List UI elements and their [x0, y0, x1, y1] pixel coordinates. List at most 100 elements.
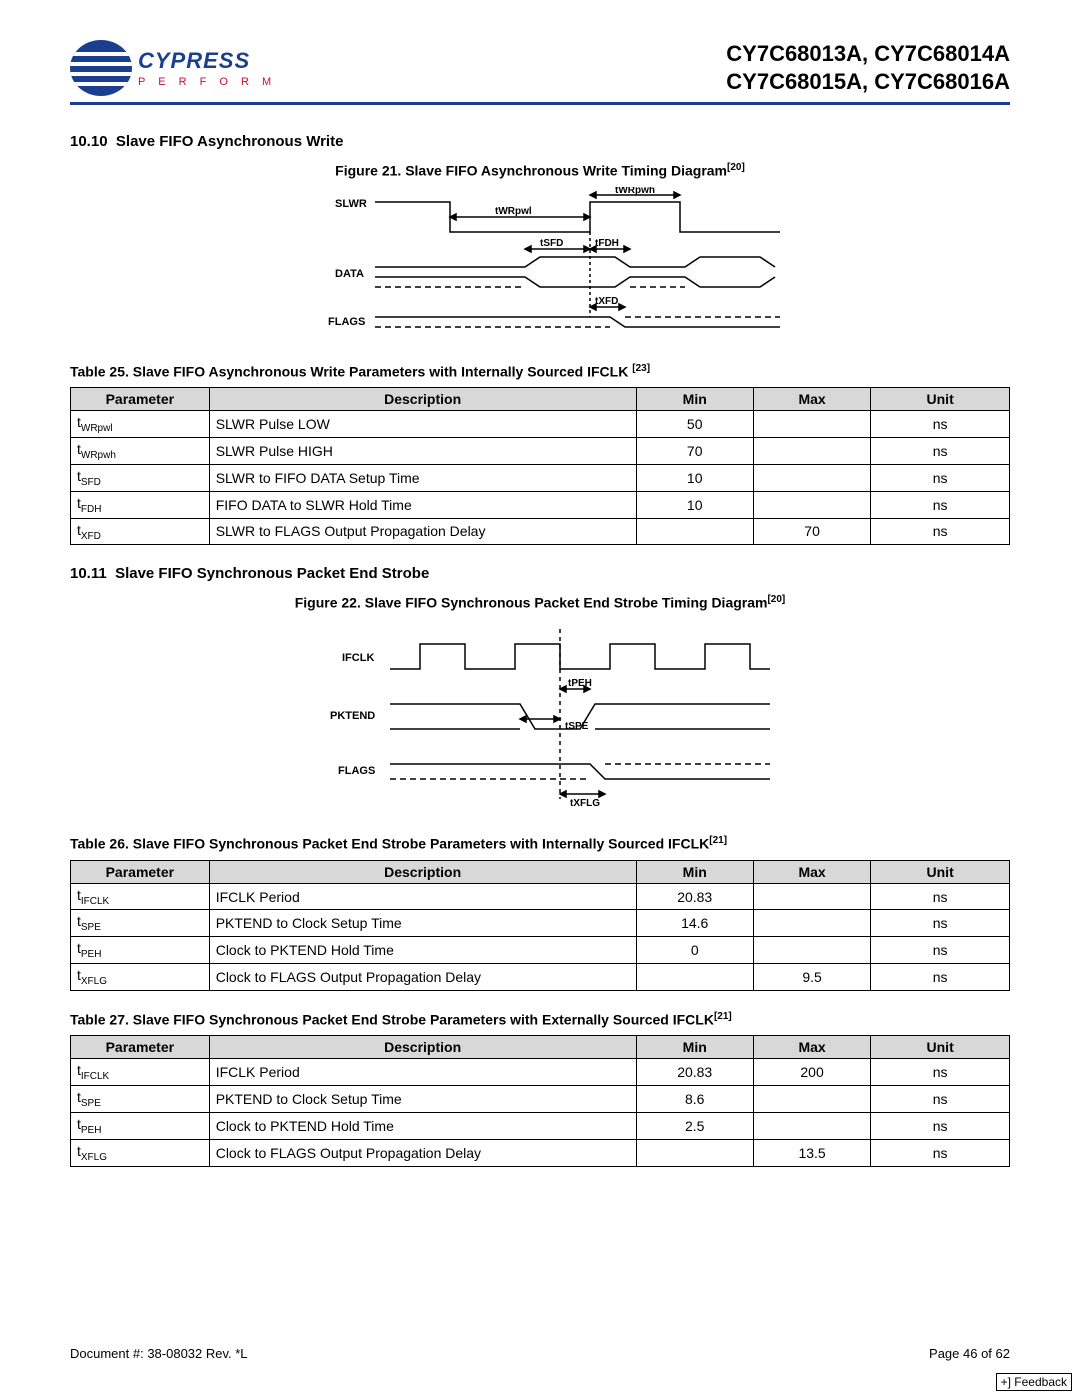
- header-rule: [70, 102, 1010, 105]
- svg-text:FLAGS: FLAGS: [338, 765, 375, 777]
- cell-max: [753, 411, 870, 438]
- cell-desc: SLWR Pulse LOW: [209, 411, 636, 438]
- svg-text:tWRpwl: tWRpwl: [495, 206, 532, 217]
- section-title: Slave FIFO Asynchronous Write: [116, 133, 344, 150]
- cell-max: 200: [753, 1059, 870, 1086]
- svg-text:tXFLG: tXFLG: [570, 798, 600, 809]
- part-numbers: CY7C68013A, CY7C68014A CY7C68015A, CY7C6…: [726, 40, 1010, 95]
- cell-min: 10: [636, 491, 753, 518]
- cell-desc: PKTEND to Clock Setup Time: [209, 1086, 636, 1113]
- cell-unit: ns: [871, 1113, 1010, 1140]
- cell-param: tWRpwh: [71, 438, 210, 465]
- cell-min: 20.83: [636, 1059, 753, 1086]
- cell-unit: ns: [871, 438, 1010, 465]
- table-row: tXFLGClock to FLAGS Output Propagation D…: [71, 964, 1010, 991]
- cell-min: 0: [636, 937, 753, 964]
- table-row: tSFDSLWR to FIFO DATA Setup Time10ns: [71, 464, 1010, 491]
- cell-param: tFDH: [71, 491, 210, 518]
- feedback-button[interactable]: Feedback: [996, 1373, 1072, 1391]
- cell-param: tXFD: [71, 518, 210, 545]
- cell-max: 13.5: [753, 1139, 870, 1166]
- partnos-line2: CY7C68015A, CY7C68016A: [726, 68, 1010, 96]
- cell-desc: Clock to PKTEND Hold Time: [209, 1113, 636, 1140]
- cell-min: [636, 518, 753, 545]
- cell-desc: FIFO DATA to SLWR Hold Time: [209, 491, 636, 518]
- section-num: 10.11: [70, 565, 107, 582]
- table-row: tPEHClock to PKTEND Hold Time2.5ns: [71, 1113, 1010, 1140]
- svg-text:PKTEND: PKTEND: [330, 710, 375, 722]
- cell-min: 50: [636, 411, 753, 438]
- cell-unit: ns: [871, 937, 1010, 964]
- cell-min: 10: [636, 464, 753, 491]
- partnos-line1: CY7C68013A, CY7C68014A: [726, 40, 1010, 68]
- brand-tagline: P E R F O R M: [138, 76, 276, 88]
- table-row: tWRpwlSLWR Pulse LOW50ns: [71, 411, 1010, 438]
- cell-param: tIFCLK: [71, 1059, 210, 1086]
- section-10-10-heading: 10.10 Slave FIFO Asynchronous Write: [70, 133, 1010, 150]
- table-row: tXFDSLWR to FLAGS Output Propagation Del…: [71, 518, 1010, 545]
- cell-desc: Clock to FLAGS Output Propagation Delay: [209, 964, 636, 991]
- table26: Parameter Description Min Max Unit tIFCL…: [70, 860, 1010, 991]
- th-min: Min: [636, 388, 753, 411]
- table-row: tWRpwhSLWR Pulse HIGH70 ns: [71, 438, 1010, 465]
- th-max: Max: [753, 388, 870, 411]
- cell-desc: PKTEND to Clock Setup Time: [209, 910, 636, 937]
- th-parameter: Parameter: [71, 388, 210, 411]
- cell-min: [636, 1139, 753, 1166]
- cell-unit: ns: [871, 964, 1010, 991]
- svg-text:DATA: DATA: [335, 268, 364, 280]
- cell-max: [753, 883, 870, 910]
- cell-max: [753, 1086, 870, 1113]
- cell-desc: Clock to FLAGS Output Propagation Delay: [209, 1139, 636, 1166]
- table27: Parameter Description Min Max Unit tIFCL…: [70, 1035, 1010, 1166]
- svg-text:IFCLK: IFCLK: [342, 652, 374, 664]
- cell-unit: ns: [871, 883, 1010, 910]
- page-header: CYPRESS P E R F O R M CY7C68013A, CY7C68…: [70, 40, 1010, 96]
- cell-desc: IFCLK Period: [209, 883, 636, 910]
- svg-text:FLAGS: FLAGS: [328, 316, 365, 328]
- section-10-11-heading: 10.11 Slave FIFO Synchronous Packet End …: [70, 565, 1010, 582]
- cell-unit: ns: [871, 464, 1010, 491]
- table-row: tFDHFIFO DATA to SLWR Hold Time10 ns: [71, 491, 1010, 518]
- th-unit: Unit: [871, 388, 1010, 411]
- section-title: Slave FIFO Synchronous Packet End Strobe: [115, 565, 429, 582]
- cell-min: [636, 964, 753, 991]
- cell-min: 20.83: [636, 883, 753, 910]
- svg-text:tSPE: tSPE: [565, 721, 589, 732]
- brand-name: CYPRESS: [138, 48, 276, 74]
- cell-min: 8.6: [636, 1086, 753, 1113]
- cell-param: tSFD: [71, 464, 210, 491]
- figure21-caption: Figure 21. Slave FIFO Asynchronous Write…: [70, 162, 1010, 179]
- table27-caption: Table 27. Slave FIFO Synchronous Packet …: [70, 1011, 1010, 1028]
- table25-caption: Table 25. Slave FIFO Asynchronous Write …: [70, 363, 1010, 380]
- cell-desc: SLWR Pulse HIGH: [209, 438, 636, 465]
- logo: CYPRESS P E R F O R M: [70, 40, 276, 96]
- page-footer: Document #: 38-08032 Rev. *L Page 46 of …: [70, 1346, 1010, 1361]
- figure21-diagram: SLWR DATA FLAGS tWRpwh tWRpwl tSFD tFDH …: [280, 187, 800, 337]
- cell-param: tSPE: [71, 910, 210, 937]
- cell-max: [753, 937, 870, 964]
- table-row: tIFCLKIFCLK Period20.83ns: [71, 883, 1010, 910]
- cell-unit: ns: [871, 1086, 1010, 1113]
- doc-number: Document #: 38-08032 Rev. *L: [70, 1346, 248, 1361]
- svg-text:tSFD: tSFD: [540, 238, 563, 249]
- svg-text:tFDH: tFDH: [595, 238, 619, 249]
- cypress-globe-icon: [70, 40, 132, 96]
- table25: Parameter Description Min Max Unit tWRpw…: [70, 387, 1010, 545]
- cell-min: 14.6: [636, 910, 753, 937]
- th-description: Description: [209, 388, 636, 411]
- cell-param: tXFLG: [71, 1139, 210, 1166]
- cell-param: tPEH: [71, 1113, 210, 1140]
- table-row: tSPEPKTEND to Clock Setup Time14.6ns: [71, 910, 1010, 937]
- cell-desc: Clock to PKTEND Hold Time: [209, 937, 636, 964]
- cell-min: 70: [636, 438, 753, 465]
- cell-param: tPEH: [71, 937, 210, 964]
- cell-param: tSPE: [71, 1086, 210, 1113]
- cell-desc: SLWR to FLAGS Output Propagation Delay: [209, 518, 636, 545]
- table-row: tPEHClock to PKTEND Hold Time0 ns: [71, 937, 1010, 964]
- cell-max: [753, 438, 870, 465]
- cell-unit: ns: [871, 491, 1010, 518]
- page-number: Page 46 of 62: [929, 1346, 1010, 1361]
- table-row: tSPEPKTEND to Clock Setup Time8.6 ns: [71, 1086, 1010, 1113]
- cell-param: tXFLG: [71, 964, 210, 991]
